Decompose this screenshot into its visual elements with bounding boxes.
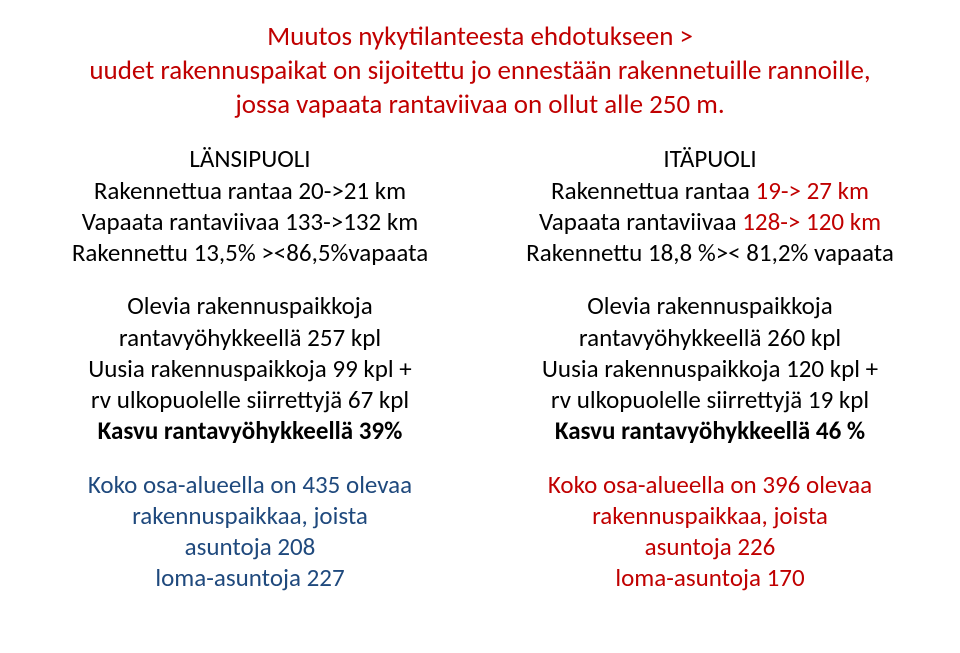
right-mid5: Kasvu rantavyöhykkeellä 46 % bbox=[555, 415, 865, 446]
right-block-1: ITÄPUOLI Rakennettua rantaa 19-> 27 km V… bbox=[500, 143, 920, 268]
slide: Muutos nykytilanteesta ehdotukseen > uud… bbox=[0, 0, 960, 653]
right-r3: Rakennettu 18,8 %>< 81,2% vapaata bbox=[526, 237, 894, 268]
left-block-1: LÄNSIPUOLI Rakennettua rantaa 20->21 km … bbox=[40, 143, 460, 268]
right-r1b: 19-> 27 km bbox=[756, 175, 869, 206]
left-bot3: asuntoja 208 bbox=[185, 531, 316, 562]
right-block-3: Koko osa-alueella on 396 olevaa rakennus… bbox=[500, 469, 920, 594]
left-bot2: rakennuspaikkaa, joista bbox=[132, 500, 368, 531]
right-block-2: Olevia rakennuspaikkoja rantavyöhykkeell… bbox=[500, 290, 920, 446]
right-column: ITÄPUOLI Rakennettua rantaa 19-> 27 km V… bbox=[500, 143, 920, 593]
right-r2a: Vapaata rantaviivaa bbox=[539, 206, 742, 237]
left-block-3: Koko osa-alueella on 435 olevaa rakennus… bbox=[40, 469, 460, 594]
right-mid3: Uusia rakennuspaikkoja 120 kpl + bbox=[542, 353, 878, 384]
left-block-2: Olevia rakennuspaikkoja rantavyöhykkeell… bbox=[40, 290, 460, 446]
right-bot1: Koko osa-alueella on 396 olevaa bbox=[548, 469, 872, 500]
left-r3: Rakennettu 13,5% ><86,5%vapaata bbox=[72, 237, 428, 268]
right-mid4: rv ulkopuolelle siirrettyjä 19 kpl bbox=[551, 384, 869, 415]
left-mid5: Kasvu rantavyöhykkeellä 39% bbox=[98, 415, 403, 446]
left-mid4: rv ulkopuolelle siirrettyjä 67 kpl bbox=[91, 384, 409, 415]
right-r2b: 128-> 120 km bbox=[742, 206, 881, 237]
right-head: ITÄPUOLI bbox=[663, 143, 756, 174]
right-bot4: loma-asuntoja 170 bbox=[615, 562, 804, 593]
left-mid3: Uusia rakennuspaikkoja 99 kpl + bbox=[88, 353, 412, 384]
right-mid1: Olevia rakennuspaikkoja bbox=[587, 290, 833, 321]
slide-title: Muutos nykytilanteesta ehdotukseen > uud… bbox=[70, 20, 890, 121]
left-head: LÄNSIPUOLI bbox=[189, 143, 310, 174]
right-bot2: rakennuspaikkaa, joista bbox=[592, 500, 828, 531]
right-r1a: Rakennettua rantaa bbox=[551, 175, 756, 206]
title-line-2: uudet rakennuspaikat on sijoitettu jo en… bbox=[89, 54, 870, 121]
left-mid1: Olevia rakennuspaikkoja bbox=[127, 290, 373, 321]
right-mid2: rantavyöhykkeellä 260 kpl bbox=[579, 322, 841, 353]
left-bot4: loma-asuntoja 227 bbox=[155, 562, 344, 593]
title-line-1: Muutos nykytilanteesta ehdotukseen > bbox=[267, 20, 693, 53]
left-bot1: Koko osa-alueella on 435 olevaa bbox=[88, 469, 412, 500]
columns: LÄNSIPUOLI Rakennettua rantaa 20->21 km … bbox=[40, 143, 920, 593]
left-r1: Rakennettua rantaa 20->21 km bbox=[94, 175, 406, 206]
left-column: LÄNSIPUOLI Rakennettua rantaa 20->21 km … bbox=[40, 143, 460, 593]
right-bot3: asuntoja 226 bbox=[645, 531, 776, 562]
left-mid2: rantavyöhykkeellä 257 kpl bbox=[119, 322, 381, 353]
left-r2: Vapaata rantaviivaa 133->132 km bbox=[82, 206, 418, 237]
